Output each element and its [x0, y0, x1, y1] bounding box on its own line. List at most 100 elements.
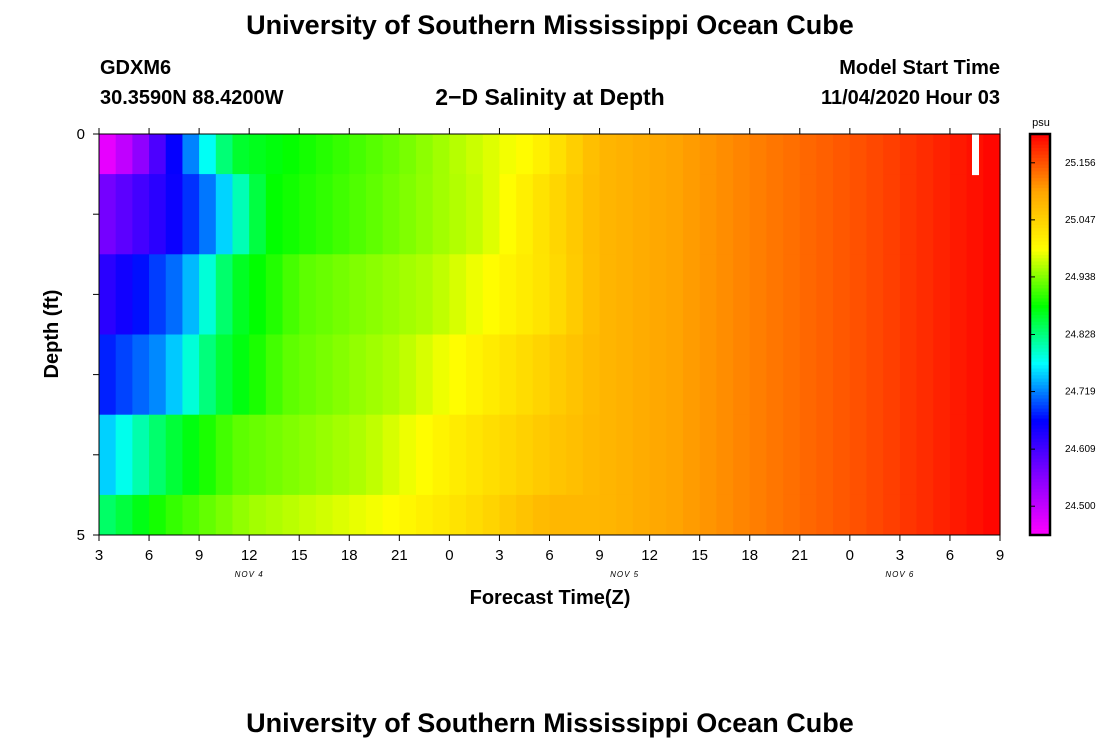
- model-start-value: 11/04/2020 Hour 03: [820, 87, 1000, 109]
- heatmap-cell: [766, 334, 784, 416]
- colorbar-step: [1030, 531, 1050, 536]
- colorbar-step: [1030, 314, 1050, 319]
- heatmap-cell: [182, 414, 200, 496]
- heatmap-cell: [866, 134, 884, 175]
- heatmap-cell: [215, 134, 234, 175]
- heatmap-cell: [816, 254, 834, 335]
- heatmap-cell: [516, 414, 534, 496]
- heatmap-cell: [466, 254, 484, 335]
- heatmap-cell: [299, 174, 317, 255]
- heatmap-cell: [349, 254, 367, 335]
- heatmap-cell: [699, 254, 717, 335]
- colorbar-step: [1030, 431, 1050, 436]
- x-tick-label: 3: [896, 547, 904, 564]
- heatmap-cell: [199, 134, 217, 175]
- heatmap-cell: [599, 174, 617, 255]
- heatmap-cell: [182, 134, 200, 175]
- heatmap-cell: [232, 494, 250, 536]
- heatmap-cell: [482, 254, 501, 335]
- heatmap-cell: [883, 254, 901, 335]
- heatmap-cell: [632, 334, 651, 416]
- heatmap-cell: [966, 334, 984, 416]
- x-tick-label: 21: [791, 547, 808, 564]
- heatmap-cell: [349, 494, 367, 536]
- heatmap-cell: [883, 134, 901, 175]
- heatmap-cell: [215, 254, 234, 335]
- heatmap-cell: [749, 134, 768, 175]
- colorbar-step: [1030, 354, 1050, 359]
- heatmap-cell: [365, 494, 384, 536]
- heatmap-cell: [199, 494, 217, 536]
- heatmap-cell: [149, 254, 167, 335]
- heatmap-cell: [849, 174, 868, 255]
- heatmap-cell: [149, 414, 167, 496]
- heatmap-cell: [199, 334, 217, 416]
- colorbar-step: [1030, 344, 1050, 349]
- heatmap-cell: [432, 134, 450, 175]
- colorbar-step: [1030, 307, 1050, 312]
- heatmap-cell: [165, 414, 184, 496]
- colorbar-step: [1030, 421, 1050, 426]
- heatmap-cell: [866, 414, 884, 496]
- heatmap-cell: [399, 494, 417, 536]
- heatmap-cell: [466, 134, 484, 175]
- heatmap-cell: [416, 254, 434, 335]
- colorbar-step: [1030, 170, 1050, 175]
- heatmap-cell: [516, 494, 534, 536]
- heatmap-cell: [165, 334, 184, 416]
- heatmap-cell: [966, 254, 984, 335]
- heatmap-cell: [899, 254, 918, 335]
- colorbar-step: [1030, 408, 1050, 412]
- colorbar-step: [1030, 414, 1050, 419]
- heatmap-cell: [265, 414, 284, 496]
- colorbar-step: [1030, 478, 1050, 483]
- colorbar-step: [1030, 458, 1050, 463]
- heatmap-cell: [299, 414, 317, 496]
- heatmap-cell: [733, 254, 751, 335]
- heatmap-cell: [466, 334, 484, 416]
- heatmap-cell: [582, 494, 601, 536]
- heatmap-cell: [215, 494, 234, 536]
- heatmap-cell: [916, 494, 934, 536]
- colorbar-step: [1030, 190, 1050, 195]
- colorbar-step: [1030, 424, 1050, 429]
- heatmap-cell: [616, 334, 634, 416]
- x-tick-label: 12: [641, 547, 658, 564]
- colorbar-step: [1030, 180, 1050, 185]
- heatmap-cell: [699, 414, 717, 496]
- heatmap-cell: [582, 334, 601, 416]
- date-label: NOV 4: [235, 570, 264, 579]
- heatmap-cell: [666, 174, 684, 255]
- heatmap-cell: [332, 414, 350, 496]
- heatmap-cell: [232, 174, 250, 255]
- heatmap-cell: [282, 414, 300, 496]
- x-tick-label: 6: [946, 547, 954, 564]
- heatmap-cell: [249, 414, 267, 496]
- heatmap-cell: [349, 174, 367, 255]
- heatmap-cell: [449, 254, 467, 335]
- colorbar-tick-label: 24.719: [1065, 387, 1096, 398]
- heatmap-cell: [115, 414, 133, 496]
- heatmap-cell: [182, 254, 200, 335]
- heatmap-cell: [165, 494, 184, 536]
- colorbar-step: [1030, 394, 1050, 399]
- heatmap-cell: [416, 334, 434, 416]
- heatmap-cell: [566, 494, 584, 536]
- colorbar-step: [1030, 511, 1050, 516]
- heatmap-cell: [899, 334, 918, 416]
- colorbar-step: [1030, 311, 1050, 316]
- heatmap-cell: [132, 254, 150, 335]
- heatmap-cell: [249, 134, 267, 175]
- colorbar-step: [1030, 160, 1050, 165]
- heatmap-cell: [949, 134, 968, 175]
- heatmap-cell: [682, 414, 701, 496]
- heatmap-cell: [549, 334, 567, 416]
- heatmap-cell: [849, 334, 868, 416]
- model-start-label: Model Start Time: [839, 57, 1000, 79]
- heatmap-cell: [666, 414, 684, 496]
- heatmap-cell: [449, 494, 467, 536]
- heatmap-cell: [616, 494, 634, 536]
- colorbar-tick-label: 24.500: [1065, 501, 1096, 512]
- colorbar-step: [1030, 150, 1050, 155]
